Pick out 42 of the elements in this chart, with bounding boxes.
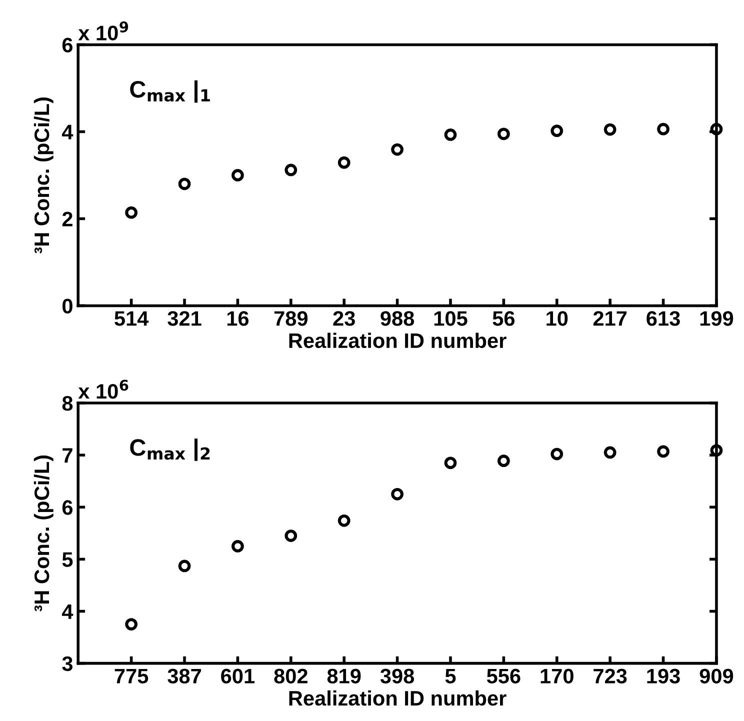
y-tick-label: 6 (62, 38, 73, 52)
y-tick-label: 4 (62, 124, 74, 140)
x-axis-title: Realization ID number (289, 332, 506, 348)
x-tick-label: 723 (594, 668, 627, 684)
x-tick-label: 556 (486, 668, 520, 684)
x-tick-label: 514 (114, 311, 149, 326)
x-tick-label: 170 (540, 668, 574, 684)
y-tick-label: 6 (62, 500, 73, 515)
y-tick-label: 8 (62, 396, 73, 411)
text: x 10$^{6}$ (78, 380, 128, 399)
x-axis-title: Realization ID number (289, 690, 506, 706)
y-tick-label: 2 (62, 212, 72, 226)
y-tick-label: 3 (62, 656, 73, 672)
annotation: C$_{max}$ |$_{1}$ (130, 80, 210, 103)
x-tick-label: 398 (380, 668, 414, 684)
x-tick-label: 819 (327, 668, 361, 684)
x-tick-label: 789 (274, 311, 308, 326)
x-tick-label: 56 (492, 311, 515, 326)
x-tick-label: 105 (434, 311, 468, 326)
x-tick-label: 775 (114, 668, 148, 684)
x-tick-label: 199 (700, 311, 734, 326)
x-tick-label: 988 (380, 311, 414, 326)
x-tick-label: 601 (221, 668, 255, 684)
x-tick-label: 16 (227, 311, 249, 326)
y-tick-label: 0 (62, 298, 72, 314)
y-tick-label: 7 (62, 448, 72, 463)
y-tick-label: 4 (62, 604, 74, 619)
annotation: C$_{max}$ |$_{2}$ (130, 438, 210, 461)
y-axis-title: ³H Conc. (pCi/L) (34, 98, 54, 254)
x-tick-label: 217 (593, 311, 627, 326)
x-tick-label: 10 (546, 311, 568, 326)
text: x 10$^{9}$ (78, 21, 128, 40)
x-tick-label: 802 (274, 668, 308, 684)
y-tick-label: 5 (62, 552, 73, 567)
x-tick-label: 193 (647, 668, 680, 684)
x-tick-label: 321 (168, 311, 202, 326)
x-tick-label: 613 (646, 311, 680, 326)
x-tick-label: 5 (445, 668, 456, 684)
x-tick-label: 909 (700, 668, 734, 684)
y-axis-title: ³H Conc. (pCi/L) (34, 456, 54, 612)
x-tick-label: 23 (333, 311, 355, 326)
x-tick-label: 387 (168, 668, 201, 684)
